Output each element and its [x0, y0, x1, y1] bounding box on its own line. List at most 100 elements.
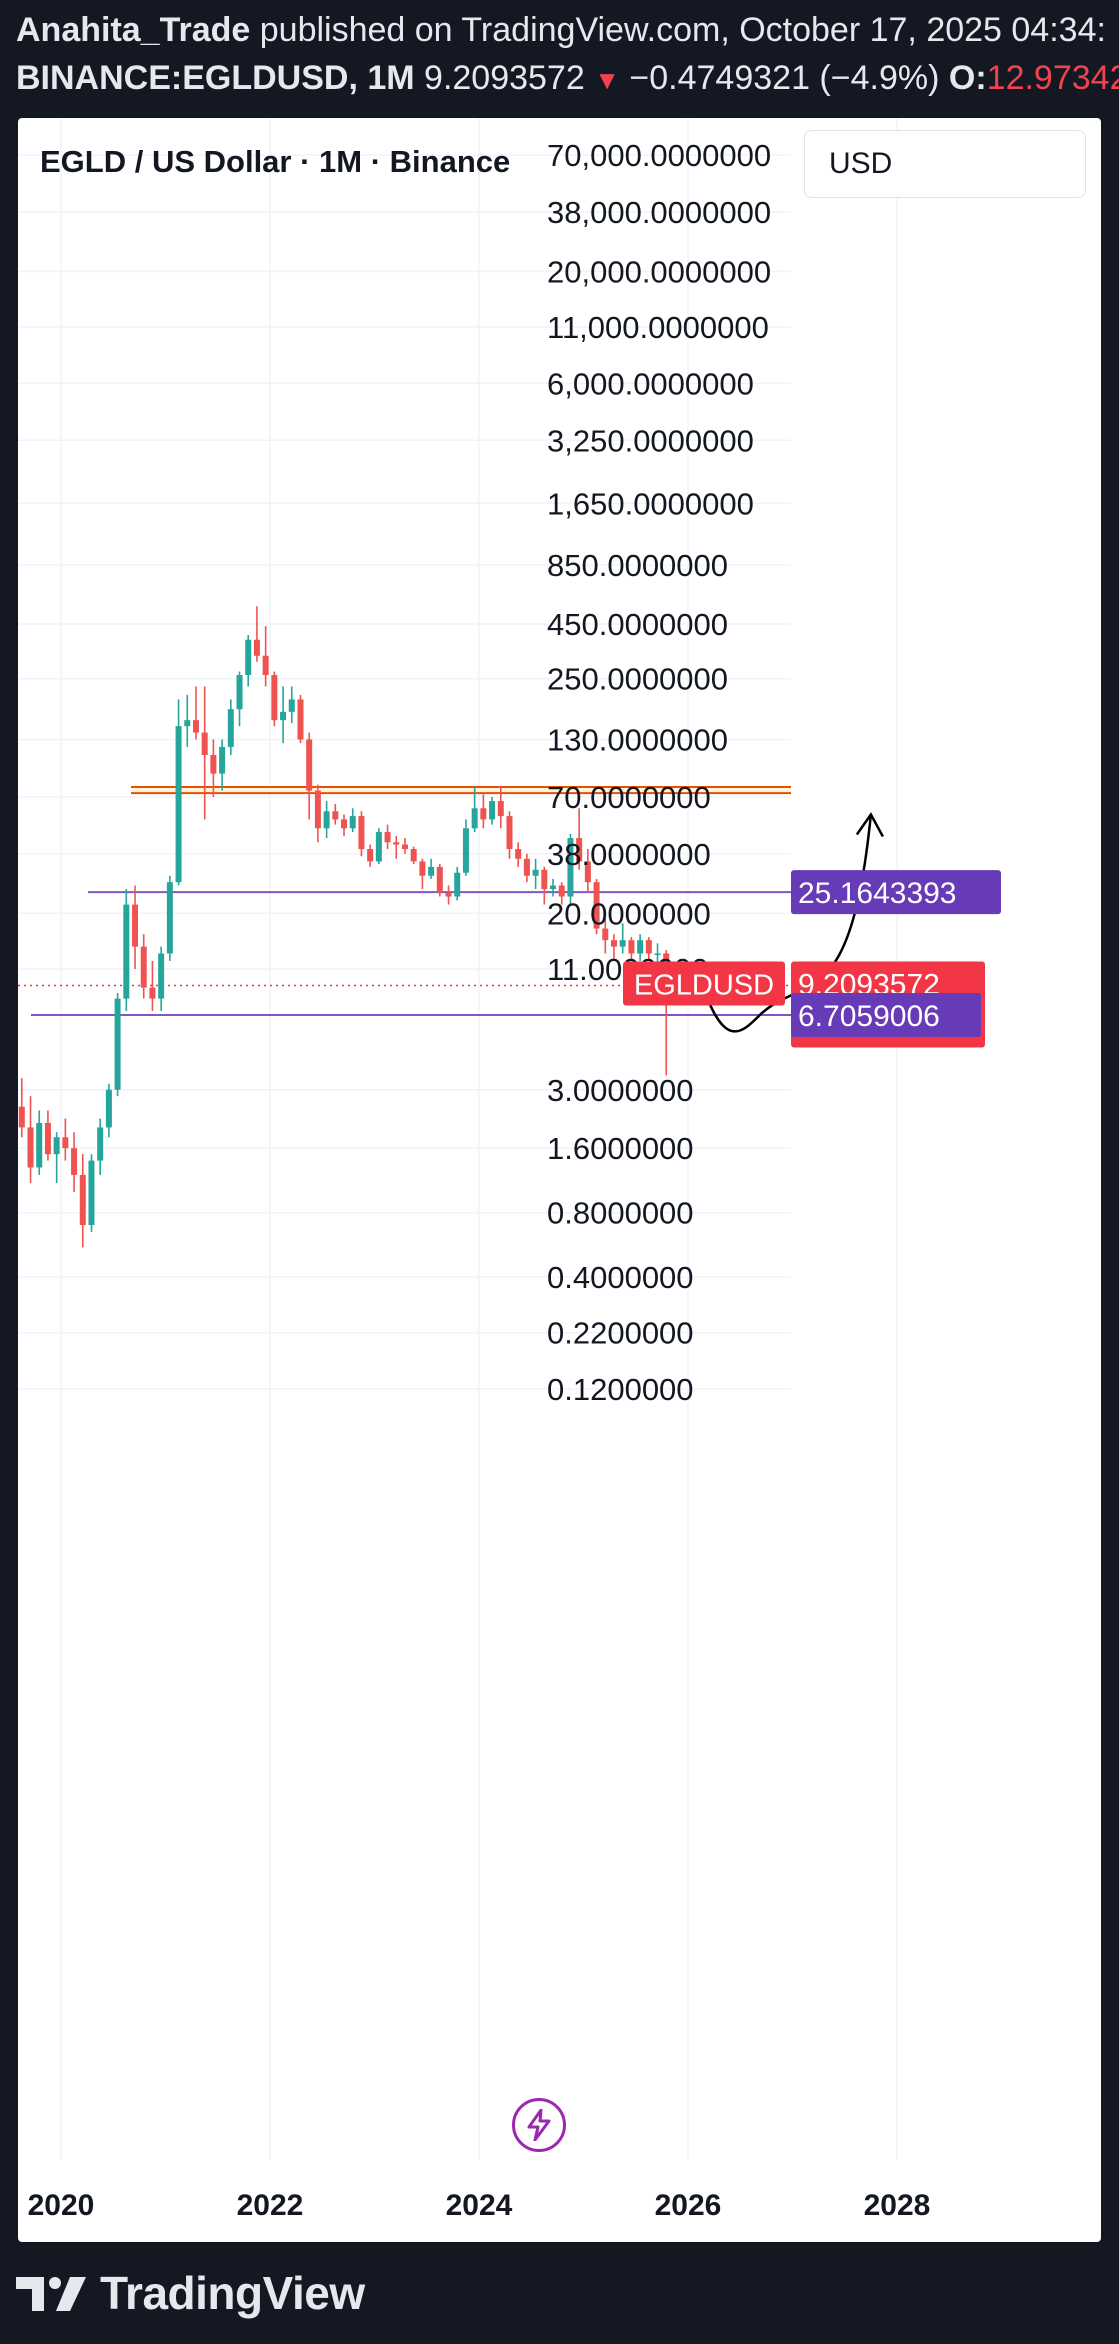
price-tick-label: 0.2200000: [547, 1316, 694, 1351]
price-tick-label: 250.0000000: [547, 662, 728, 697]
symbol-ohlc-line: BINANCE:EGLDUSD, 1M 9.2093572 ▼ −0.47493…: [16, 58, 1119, 100]
candle-body: [184, 720, 191, 727]
price-tick-label: 1,650.0000000: [547, 486, 754, 521]
candle-body: [262, 655, 269, 676]
change-text: −0.4749321 (−4.9%): [629, 59, 940, 97]
candle-body: [166, 882, 173, 954]
time-axis: 2020 2022 2024 2026 2028: [28, 2189, 931, 2222]
candle-body: [332, 811, 339, 820]
candle-body: [245, 639, 252, 676]
author-name[interactable]: Anahita_Trade: [16, 11, 251, 49]
candle-body: [306, 739, 313, 791]
candle-body: [567, 838, 574, 897]
candle-body: [271, 675, 278, 721]
candle-body: [140, 946, 147, 988]
price-tick-label: 450.0000000: [547, 607, 728, 642]
level-tag-value: 6.7059006: [798, 1000, 940, 1033]
candle-body: [654, 953, 661, 955]
price-tick-label: 3,250.0000000: [547, 423, 754, 458]
candle-body: [36, 1122, 43, 1168]
price-tick-label: 0.1200000: [547, 1372, 694, 1407]
candle-body: [88, 1160, 95, 1226]
candle-body: [393, 842, 400, 845]
candle-body: [637, 940, 644, 954]
candle-body: [79, 1174, 86, 1226]
published-text: published on TradingView.com, October 17…: [259, 11, 1106, 49]
publication-header: Anahita_Trade published on TradingView.c…: [0, 0, 1119, 115]
candle-body: [192, 720, 199, 733]
candle-body: [236, 675, 243, 710]
last-price-text: 9.2093572: [424, 59, 585, 97]
candlestick-series: [18, 606, 670, 1248]
level-tag-box: [791, 870, 1001, 915]
resistance-zone: [131, 786, 791, 794]
candle-body: [341, 819, 348, 829]
candle-body: [288, 699, 295, 712]
open-label: O:: [948, 59, 987, 97]
candle-body: [558, 885, 565, 897]
currency-selector[interactable]: USD: [804, 130, 1086, 198]
publication-line: Anahita_Trade published on TradingView.c…: [16, 10, 1106, 50]
candle-body: [175, 726, 182, 883]
candle-body: [297, 699, 304, 740]
candle-body: [550, 885, 557, 890]
time-tick-label: 2026: [655, 2189, 722, 2222]
tradingview-logo[interactable]: TradingView: [14, 2266, 365, 2320]
open-value: 12.97342: [986, 59, 1119, 97]
candle-body: [576, 838, 583, 862]
candle-body: [27, 1127, 34, 1168]
candle-body: [219, 746, 226, 774]
candle-body: [201, 732, 208, 755]
price-tick-label: 130.0000000: [547, 722, 728, 757]
symbol-interval: BINANCE:EGLDUSD, 1M: [16, 59, 415, 97]
candle-body: [149, 987, 156, 999]
candle-body: [593, 882, 600, 929]
candle-body: [158, 953, 165, 999]
flash-button[interactable]: [512, 2098, 566, 2152]
candle-body: [62, 1137, 69, 1149]
price-tick-label: 0.8000000: [547, 1196, 694, 1231]
brand-name: TradingView: [100, 2267, 365, 2319]
candle-body: [227, 709, 234, 747]
candle-body: [610, 940, 617, 947]
price-tick-label: 70,000.0000000: [547, 138, 771, 173]
candle-body: [323, 811, 330, 829]
candle-body: [515, 849, 522, 859]
candle-body: [506, 816, 513, 850]
price-tick-label: 0.4000000: [547, 1260, 694, 1295]
candle-body: [253, 639, 260, 656]
level-tag-value: 25.1643393: [798, 877, 957, 910]
candle-body: [445, 892, 452, 897]
candle-body: [44, 1122, 51, 1155]
candle-body: [401, 844, 408, 850]
candle-body: [132, 904, 139, 947]
level-tag-box: [791, 992, 981, 1037]
candle-body: [18, 1106, 25, 1128]
flash-icon: [527, 2109, 551, 2141]
price-tick-label: 20,000.0000000: [547, 254, 771, 289]
candle-body: [602, 928, 609, 941]
time-tick-label: 2028: [864, 2189, 931, 2222]
candle-body: [114, 998, 121, 1090]
candle-body: [480, 808, 487, 820]
candle-body: [532, 869, 539, 876]
candle-body: [97, 1127, 104, 1161]
price-tick-label: 3.0000000: [547, 1073, 694, 1108]
candle-body: [349, 816, 356, 829]
candle-body: [410, 849, 417, 862]
candle-body: [454, 872, 461, 897]
chart-panel[interactable]: 70,000.0000000 38,000.0000000 20,000.00000…: [18, 118, 1101, 2242]
time-tick-label: 2022: [237, 2189, 304, 2222]
price-tick-label: 11,000.0000000: [547, 310, 769, 345]
symbol-tag-box: [623, 961, 785, 1006]
grid-lines: [18, 118, 898, 2160]
candle-body: [314, 790, 321, 829]
candle-body: [471, 808, 478, 829]
candle-body: [436, 866, 443, 893]
chart-canvas[interactable]: 70,000.0000000 38,000.0000000 20,000.00000…: [18, 118, 1101, 2242]
candle-body: [619, 940, 626, 947]
candle-body: [645, 940, 652, 954]
candle-body: [280, 711, 287, 721]
time-tick-label: 2020: [28, 2189, 95, 2222]
candle-body: [53, 1137, 60, 1155]
